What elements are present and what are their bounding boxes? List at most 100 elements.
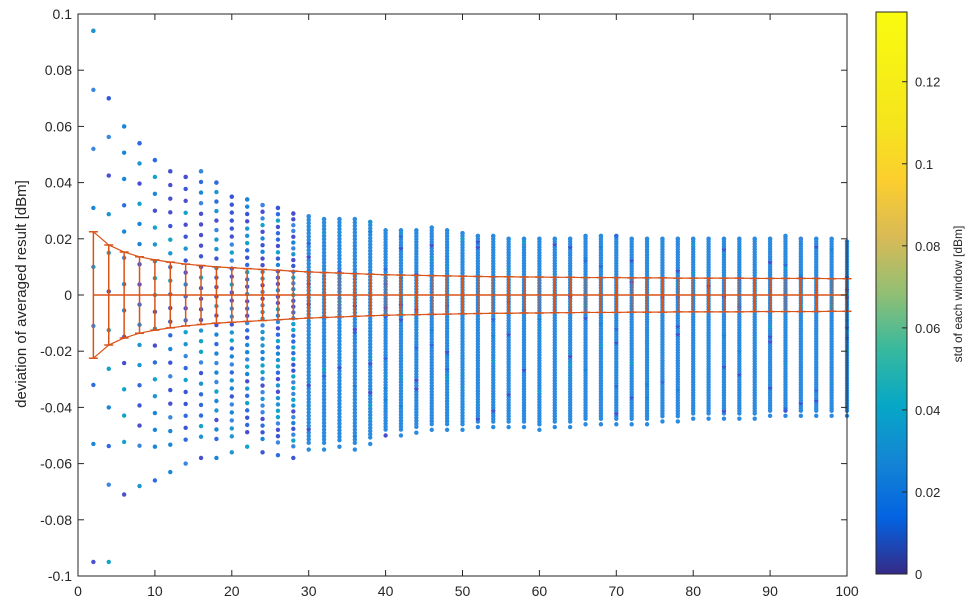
scatter-point bbox=[183, 413, 188, 419]
scatter-point bbox=[368, 406, 373, 411]
scatter-point bbox=[214, 227, 219, 233]
scatter-column bbox=[306, 214, 311, 452]
scatter-point bbox=[137, 241, 142, 247]
scatter-column bbox=[614, 233, 619, 427]
scatter-point bbox=[168, 169, 173, 174]
scatter-point bbox=[244, 400, 250, 406]
scatter-column bbox=[691, 236, 696, 421]
scatter-point bbox=[368, 435, 373, 440]
scatter-point bbox=[321, 400, 327, 405]
scatter-column bbox=[352, 216, 358, 452]
scatter-point bbox=[814, 413, 819, 419]
scatter-point bbox=[275, 383, 281, 388]
scatter-point bbox=[275, 338, 281, 344]
scatter-point bbox=[321, 383, 327, 389]
scatter-point bbox=[352, 226, 358, 232]
scatter-point bbox=[337, 249, 342, 255]
colorbar-tick-label: 0.04 bbox=[915, 403, 940, 418]
scatter-point bbox=[198, 222, 204, 227]
scatter-point bbox=[244, 328, 250, 333]
scatter-point bbox=[767, 413, 773, 419]
errorbar bbox=[196, 264, 206, 326]
scatter-point bbox=[198, 232, 204, 238]
scatter-point bbox=[106, 443, 111, 449]
scatter-point bbox=[260, 242, 265, 248]
errorbar bbox=[334, 272, 344, 318]
scatter-point bbox=[198, 328, 204, 333]
errorbar bbox=[381, 274, 391, 316]
scatter-point bbox=[244, 342, 250, 348]
scatter-point bbox=[368, 419, 373, 424]
scatter-column bbox=[198, 169, 204, 461]
scatter-point bbox=[352, 330, 358, 335]
scatter-point bbox=[752, 236, 757, 241]
errorbar bbox=[534, 276, 544, 314]
scatter-column bbox=[291, 211, 296, 461]
scatter-point bbox=[198, 392, 204, 397]
scatter-point bbox=[368, 348, 373, 353]
scatter-point bbox=[337, 434, 342, 440]
scatter-point bbox=[229, 322, 234, 327]
scatter-point bbox=[352, 420, 358, 426]
scatter-point bbox=[352, 423, 358, 429]
scatter-point bbox=[214, 332, 219, 337]
scatter-point bbox=[244, 197, 250, 202]
scatter-point bbox=[244, 226, 250, 231]
y-tick-label: -0.06 bbox=[40, 456, 72, 472]
scatter-point bbox=[368, 316, 373, 321]
scatter-point bbox=[168, 237, 173, 242]
colorbar-tick-label: 0.1 bbox=[915, 157, 933, 172]
scatter-point bbox=[260, 410, 265, 415]
scatter-column bbox=[275, 205, 281, 458]
scatter-point bbox=[137, 362, 142, 368]
scatter-point bbox=[152, 360, 158, 365]
scatter-point bbox=[229, 402, 234, 407]
scatter-column bbox=[706, 236, 711, 421]
scatter-point bbox=[352, 377, 358, 382]
scatter-point bbox=[368, 319, 373, 324]
scatter-point bbox=[829, 236, 834, 241]
scatter-point bbox=[691, 416, 696, 421]
scatter-point bbox=[352, 367, 358, 372]
scatter-point bbox=[737, 236, 742, 241]
scatter-column bbox=[506, 236, 511, 430]
scatter-point bbox=[337, 246, 342, 252]
scatter-point bbox=[183, 174, 188, 180]
scatter-point bbox=[321, 320, 327, 325]
errorbar bbox=[750, 277, 760, 313]
scatter-point bbox=[275, 389, 281, 394]
scatter-point bbox=[260, 450, 265, 455]
scatter-point bbox=[706, 416, 711, 421]
scatter-point bbox=[168, 251, 173, 256]
scatter-point bbox=[321, 340, 327, 345]
scatter-point bbox=[260, 403, 265, 408]
scatter-point bbox=[337, 263, 342, 268]
x-tick-label: 80 bbox=[685, 583, 701, 599]
scatter-point bbox=[260, 396, 265, 402]
scatter-point bbox=[275, 351, 281, 356]
colorbar-label: std of each window [dBm] bbox=[951, 226, 965, 363]
scatter-point bbox=[229, 194, 234, 199]
scatter-point bbox=[152, 242, 158, 247]
scatter-point bbox=[352, 447, 358, 452]
x-tick-label: 0 bbox=[74, 583, 82, 599]
scatter-point bbox=[352, 320, 358, 325]
scatter-point bbox=[291, 391, 296, 397]
colorbar-tick-label: 0.06 bbox=[915, 321, 940, 336]
scatter-point bbox=[552, 424, 557, 430]
scatter-column bbox=[91, 28, 96, 565]
scatter-point bbox=[368, 412, 373, 418]
scatter-point bbox=[137, 383, 142, 388]
scatter-point bbox=[352, 223, 358, 229]
scatter-point bbox=[183, 389, 188, 395]
scatter-point bbox=[783, 233, 788, 239]
scatter-point bbox=[368, 342, 373, 347]
scatter-point bbox=[321, 260, 327, 265]
scatter-column bbox=[552, 236, 557, 430]
scatter-point bbox=[337, 411, 342, 416]
scatter-point bbox=[306, 389, 311, 395]
y-tick-label: 0.04 bbox=[45, 175, 72, 191]
y-tick-label: -0.04 bbox=[40, 399, 72, 415]
scatter-point bbox=[291, 374, 296, 379]
scatter-point bbox=[137, 403, 142, 408]
